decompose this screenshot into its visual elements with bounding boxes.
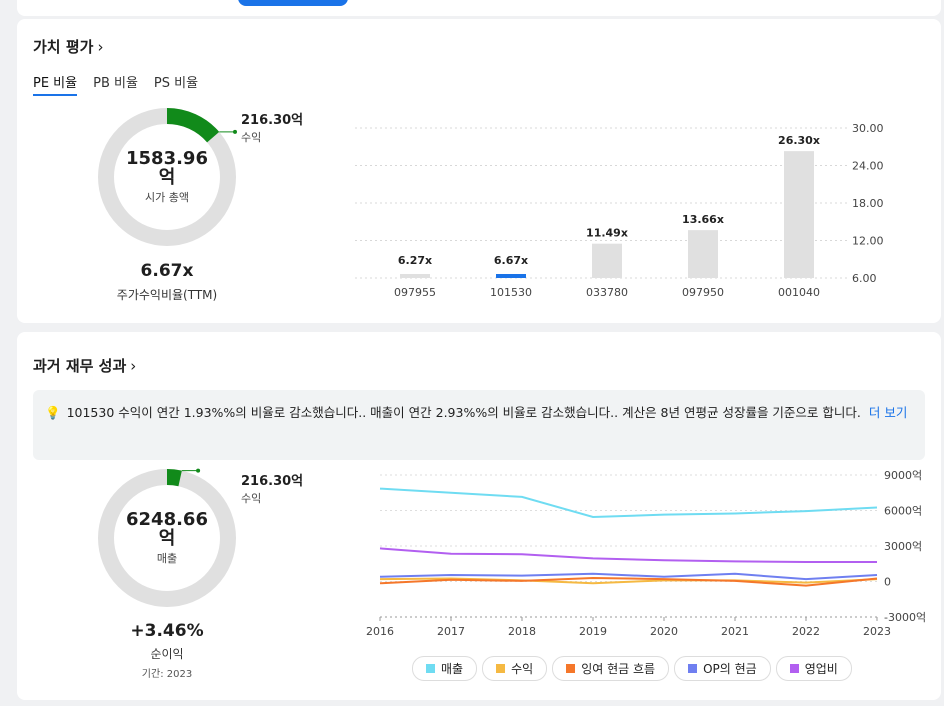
revenue-value: 6248.66	[126, 509, 208, 530]
chevron-right-icon: ›	[97, 38, 104, 56]
valuation-card: 가치 평가 › PE 비율 PB 비율 PS 비율 1583.96 억 시가 총액…	[17, 19, 941, 323]
net-margin-label: 순이익	[150, 647, 184, 661]
x-tick-label: 2017	[437, 625, 465, 638]
legend-label: OP의 현금	[703, 662, 757, 676]
x-tick-label: 033780	[586, 286, 628, 299]
earnings-label: 수익	[241, 492, 262, 505]
x-tick-label: 2019	[579, 625, 607, 638]
financial-line-chart: -3000억 0 3000억 6000억 9000억 2016 2017 2018 2019 20…	[366, 469, 926, 638]
lightbulb-icon: 💡	[45, 405, 61, 420]
revenue-donut: 6248.66 억 매출	[97, 468, 237, 608]
bar	[400, 274, 430, 278]
market-cap-donut: 1583.96 억 시가 총액	[97, 107, 237, 247]
x-tick-label: 2022	[792, 625, 820, 638]
series-line	[379, 577, 878, 585]
pe-ratio-value: 6.67x	[140, 261, 194, 281]
x-tick-label: 2016	[366, 625, 394, 638]
period-label: 기간: 2023	[141, 669, 193, 680]
tab-ps-ratio[interactable]: PS 비율	[153, 76, 199, 91]
y-tick-label: 18.00	[852, 197, 884, 210]
x-tick-label: 101530	[490, 286, 532, 299]
y-tick-label: 12.00	[852, 235, 884, 248]
data-label: 13.66x	[682, 213, 724, 226]
series-line	[379, 487, 878, 519]
legend-item[interactable]: 수익	[482, 656, 548, 681]
more-link[interactable]: 더 보기	[868, 405, 908, 420]
growth-info-text: 101530 수익이 연간 1.93%%의 비율로 감소했습니다.. 매출이 연…	[66, 405, 861, 420]
top-action-pill[interactable]	[238, 0, 348, 6]
ratio-tabs: PE 비율 PB 비율 PS 비율	[33, 72, 198, 96]
chart-legend: 매출 수익 잉여 현금 흐름 OP의 현금 영업비	[412, 656, 852, 681]
previous-card-strip	[17, 0, 941, 16]
series-line	[379, 572, 878, 581]
chevron-right-icon: ›	[130, 357, 137, 375]
x-tick-label: 2021	[721, 625, 749, 638]
earnings-value: 216.30억	[241, 113, 304, 128]
legend-item[interactable]: OP의 현금	[674, 656, 771, 681]
x-tick-label: 2020	[650, 625, 678, 638]
legend-swatch	[426, 664, 435, 673]
market-cap-label: 시가 총액	[145, 191, 189, 204]
history-title-text: 과거 재무 성과	[33, 357, 127, 375]
y-tick-label: 0	[884, 576, 891, 589]
y-tick-label: 3000억	[884, 540, 922, 553]
legend-label: 수익	[511, 662, 534, 676]
x-tick-label: 097950	[682, 286, 724, 299]
bar	[592, 243, 622, 278]
legend-swatch	[566, 664, 576, 673]
donut-center-text: 1583.96 억 시가 총액	[97, 149, 237, 205]
y-tick-label: -3000억	[884, 611, 926, 624]
bar	[688, 230, 718, 278]
series-line	[379, 576, 878, 587]
pe-ratio-label: 주가수익비율(TTM)	[116, 288, 218, 302]
data-label: 6.67x	[494, 254, 528, 267]
legend-label: 잉여 현금 흐름	[581, 662, 656, 676]
data-label: 11.49x	[586, 227, 628, 240]
legend-swatch	[688, 664, 698, 673]
peer-pe-bar-chart: 6.00 12.00 18.00 24.00 30.00 6.27x 097955 6.67x…	[355, 122, 884, 299]
y-tick-label: 30.00	[852, 122, 884, 135]
x-tick-label: 097955	[394, 286, 436, 299]
market-cap-unit: 억	[158, 167, 176, 188]
y-tick-label: 6000억	[884, 505, 922, 518]
earnings-label: 수익	[241, 131, 262, 144]
growth-info-box: 💡 101530 수익이 연간 1.93%%의 비율로 감소했습니다.. 매출이 …	[33, 390, 925, 460]
tab-pb-ratio[interactable]: PB 비율	[93, 76, 138, 91]
legend-swatch	[789, 664, 799, 673]
series-line	[379, 547, 877, 563]
legend-item[interactable]: 매출	[412, 656, 478, 681]
legend-item[interactable]: 영업비	[775, 656, 852, 681]
history-title[interactable]: 과거 재무 성과 ›	[33, 355, 136, 376]
legend-label: 매출	[441, 662, 464, 676]
y-tick-label: 6.00	[852, 272, 877, 285]
valuation-title-text: 가치 평가	[33, 38, 94, 56]
data-label: 26.30x	[778, 134, 820, 147]
market-cap-value: 1583.96	[126, 148, 208, 169]
donut-chart	[98, 468, 236, 607]
x-tick-label: 2023	[863, 625, 891, 638]
x-tick-label: 001040	[778, 286, 820, 299]
donut-segment	[166, 108, 220, 143]
donut-segment	[166, 469, 182, 487]
legend-label: 영업비	[804, 662, 838, 676]
data-label: 6.27x	[398, 254, 432, 267]
net-margin-value: +3.46%	[130, 621, 204, 641]
donut-leader-dot	[233, 129, 237, 134]
donut-leader-dot	[196, 468, 201, 473]
x-tick-label: 2018	[508, 625, 536, 638]
bar	[784, 151, 814, 278]
y-tick-label: 24.00	[852, 160, 884, 173]
revenue-unit: 억	[158, 528, 176, 549]
bar	[496, 274, 526, 278]
y-tick-label: 9000억	[884, 469, 922, 482]
tab-pe-ratio[interactable]: PE 비율	[33, 72, 78, 96]
donut-chart	[98, 108, 237, 246]
earnings-value: 216.30억	[241, 474, 304, 489]
legend-item[interactable]: 잉여 현금 흐름	[552, 656, 670, 681]
legend-swatch	[496, 664, 506, 673]
valuation-title[interactable]: 가치 평가 ›	[33, 36, 103, 57]
revenue-label: 매출	[156, 552, 178, 565]
donut-center-text: 6248.66 억 매출	[97, 510, 237, 566]
financial-history-card: 과거 재무 성과 › 💡 101530 수익이 연간 1.93%%의 비율로 감소했…	[17, 332, 941, 700]
